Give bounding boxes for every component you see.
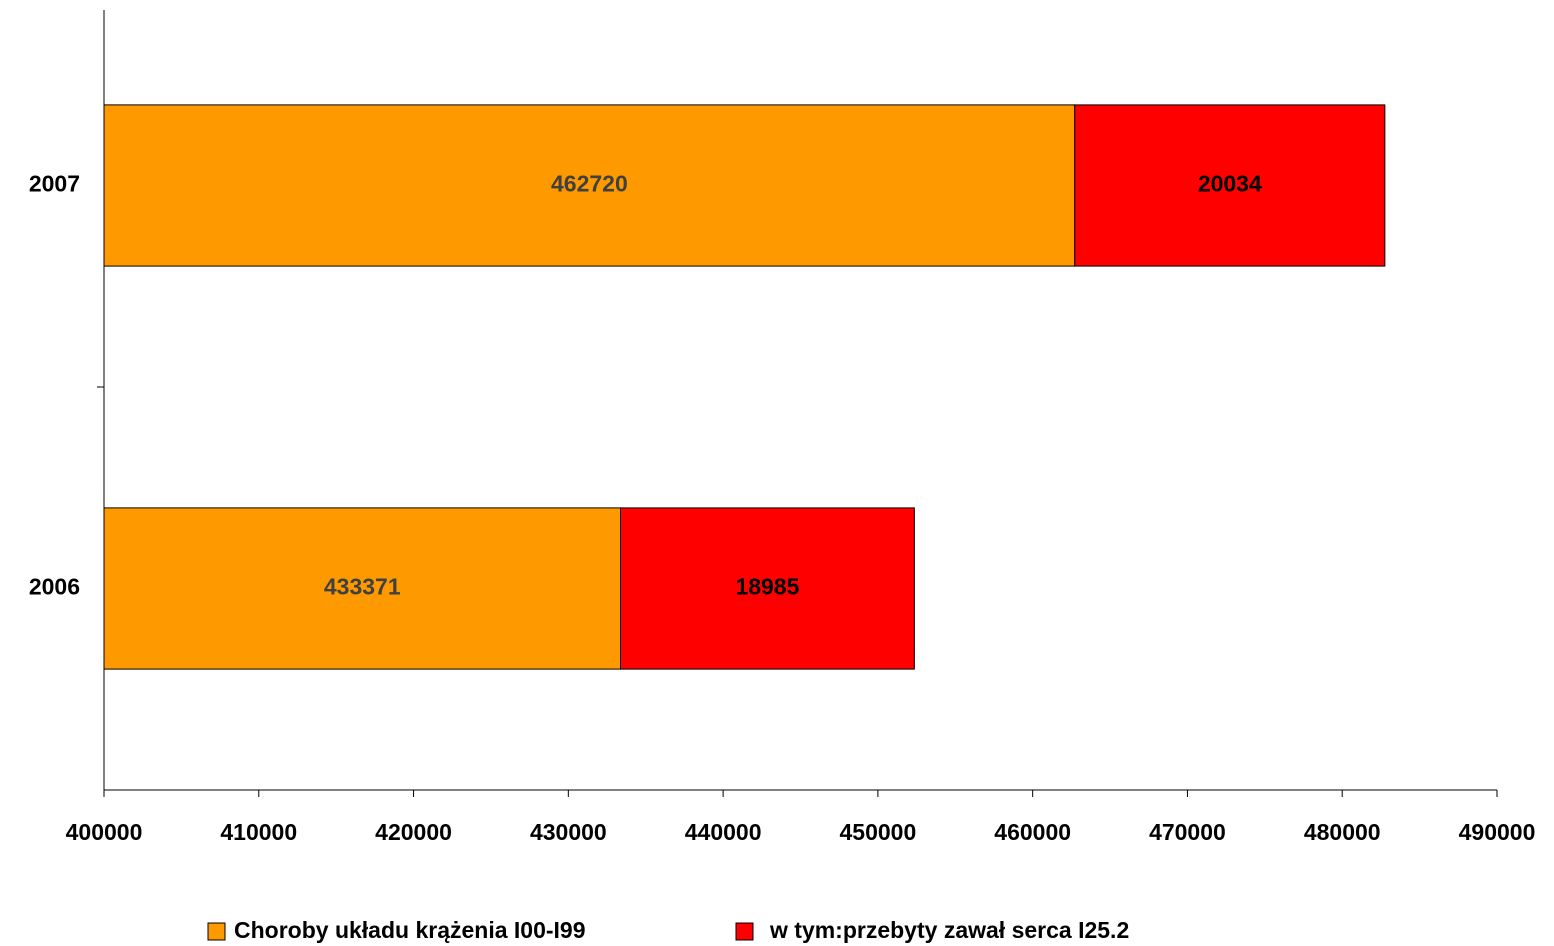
y-tick-label: 2007 [29, 171, 80, 197]
bar-segment [620, 507, 915, 670]
x-tick-label: 480000 [1304, 819, 1381, 845]
legend-swatch [207, 922, 226, 941]
x-tick-label: 400000 [66, 819, 143, 845]
y-tick-label: 2006 [29, 574, 80, 600]
data-label: 462720 [551, 171, 628, 197]
data-label: 433371 [324, 574, 401, 600]
legend-label: Choroby układu krążenia I00-I99 [234, 917, 586, 943]
x-tick-label: 420000 [375, 819, 452, 845]
bar-segment [103, 507, 622, 670]
legend-label: w tym:przebyty zawał serca I25.2 [769, 917, 1129, 943]
bar-segment [103, 104, 1076, 267]
bar-segment [1074, 104, 1386, 267]
data-label: 20034 [1198, 171, 1262, 197]
legend-swatch [735, 922, 754, 941]
x-tick-label: 470000 [1149, 819, 1226, 845]
x-tick-label: 410000 [220, 819, 297, 845]
x-tick-label: 490000 [1459, 819, 1536, 845]
x-tick-label: 460000 [994, 819, 1071, 845]
x-tick-label: 450000 [840, 819, 917, 845]
data-label: 18985 [735, 574, 799, 600]
x-tick-label: 440000 [685, 819, 762, 845]
x-tick-label: 430000 [530, 819, 607, 845]
